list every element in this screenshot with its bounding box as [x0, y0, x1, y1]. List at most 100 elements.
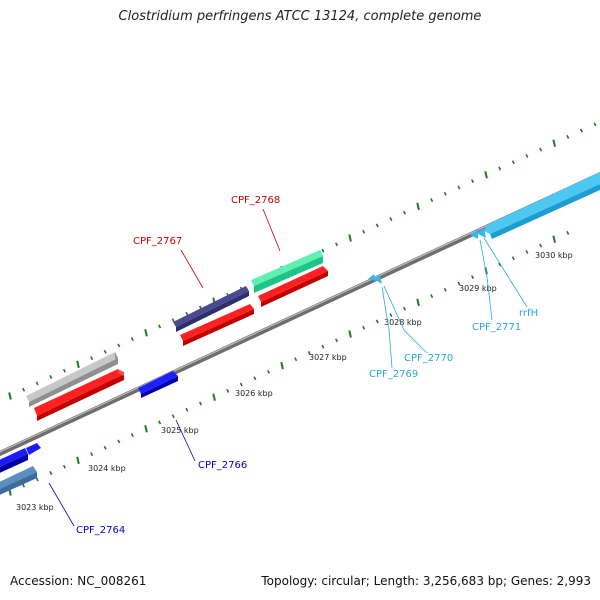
kbp-label-3025: 3025 kbp [161, 426, 199, 435]
inner-tick [416, 298, 420, 307]
outer-tick [498, 166, 502, 171]
outer-tick [171, 318, 175, 323]
inner-tick [375, 319, 379, 324]
outer-tick [321, 248, 325, 253]
inner-tick [539, 243, 543, 248]
gene-blue-2766 [138, 371, 178, 398]
outer-tick [511, 160, 515, 165]
inner-tick [130, 433, 134, 438]
outer-tick [402, 210, 407, 215]
gene-label-rrfh: rrfH [519, 308, 538, 319]
outer-tick [539, 147, 543, 152]
leader-cpf2770 [383, 285, 428, 354]
gene-blue-left-1 [0, 448, 28, 473]
inner-tick [90, 452, 94, 457]
inner-tick [185, 407, 189, 412]
outer-tick [443, 191, 447, 196]
gene-label-cpf2767: CPF_2767 [133, 236, 182, 247]
outer-tick [76, 360, 80, 369]
leader-cpf2764 [48, 482, 75, 527]
kbp-scale-labels: 3023 kbp 3024 kbp 3025 kbp 3026 kbp 3027… [16, 251, 573, 512]
inner-tick [239, 382, 243, 387]
outer-tick [470, 179, 475, 184]
gene-grey [26, 352, 118, 407]
inner-tick [212, 393, 216, 401]
outer-tick [362, 229, 366, 234]
inner-tick [253, 376, 257, 381]
inner-tick [171, 414, 175, 419]
gene-cyan-small-1 [368, 274, 382, 284]
outer-tick [185, 311, 189, 316]
outer-tick [484, 171, 488, 179]
outer-tick [90, 356, 94, 361]
kbp-label-3023: 3023 kbp [16, 503, 54, 512]
inner-tick [402, 306, 407, 311]
label-leader-lines [48, 208, 528, 527]
inner-tick [348, 330, 352, 338]
leader-cpf2769 [381, 286, 393, 369]
inner-tick [389, 313, 393, 318]
upper-strand-genes [26, 172, 600, 407]
outer-tick [62, 368, 66, 373]
inner-tick [552, 235, 556, 243]
accession-text: Accession: NC_008261 [10, 574, 147, 588]
kbp-label-3029: 3029 kbp [459, 284, 497, 293]
outer-tick [22, 387, 26, 392]
outer-tick [457, 185, 461, 190]
outer-tick [334, 242, 339, 247]
outer-tick [593, 122, 597, 127]
gene-label-cpf2764: CPF_2764 [76, 525, 125, 536]
outer-tick [416, 202, 420, 211]
kbp-label-3027: 3027 kbp [309, 353, 347, 362]
kbp-label-3026: 3026 kbp [235, 389, 273, 398]
gene-label-cpf2769: CPF_2769 [369, 369, 418, 380]
map-title: Clostridium perfringens ATCC 13124, comp… [118, 9, 482, 24]
gene-label-cpf2771: CPF_2771 [472, 322, 521, 333]
inner-tick [334, 338, 339, 343]
inner-tick [22, 483, 26, 488]
outer-tick [49, 375, 53, 379]
outer-tick [552, 139, 556, 147]
inner-tick [280, 361, 284, 370]
gene-cyan-small-2 [470, 228, 486, 239]
gene-red-3 [258, 266, 328, 307]
inner-tick [307, 351, 311, 355]
inner-tick [321, 344, 325, 349]
inner-tick [511, 256, 515, 261]
outer-tick [158, 324, 162, 329]
lower-strand-genes [0, 228, 486, 495]
inner-tick [35, 477, 39, 482]
outer-tick [130, 337, 134, 342]
outer-tick [348, 234, 352, 242]
gene-labels: CPF_2768 CPF_2767 CPF_2766 CPF_2764 CPF_… [76, 195, 538, 536]
kbp-label-3028: 3028 kbp [384, 318, 422, 327]
gene-label-cpf2768: CPF_2768 [231, 195, 280, 206]
outer-tick [430, 198, 434, 203]
leader-rrfh [483, 237, 528, 308]
kbp-label-3024: 3024 kbp [88, 464, 126, 473]
gene-red-2 [180, 304, 254, 346]
leader-cpf2767 [180, 249, 204, 289]
genome-backbone [0, 171, 600, 457]
leader-cpf2771 [479, 239, 493, 321]
inner-tick [430, 294, 434, 299]
inner-tick [470, 275, 475, 280]
inner-tick [117, 439, 121, 444]
inner-tick [198, 401, 203, 406]
inner-tick [62, 464, 66, 469]
gene-blue-left-2 [26, 443, 41, 455]
inner-tick [498, 262, 502, 267]
outer-tick [389, 217, 393, 222]
outer-tick [8, 392, 12, 400]
outer-tick [117, 343, 121, 348]
inner-tick [76, 456, 80, 465]
outer-tick [375, 223, 379, 228]
inner-tick [362, 325, 366, 330]
gene-red-1 [34, 369, 124, 421]
gene-navy [173, 286, 249, 332]
gene-steelblue-2764 [0, 466, 37, 495]
outer-tick [103, 349, 107, 354]
genome-summary-text: Topology: circular; Length: 3,256,683 bp… [261, 574, 591, 588]
inner-tick [49, 471, 53, 475]
